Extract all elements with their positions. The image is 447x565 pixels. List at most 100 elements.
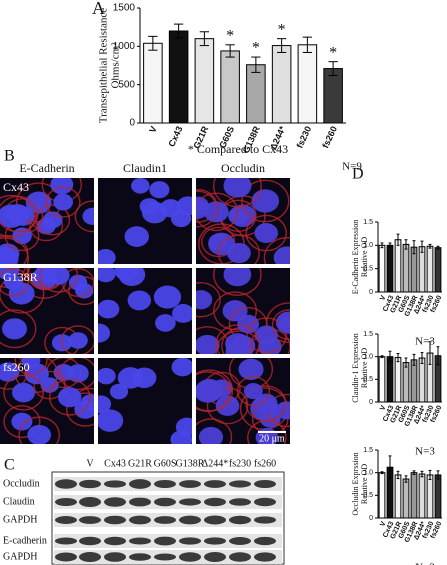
cell-border bbox=[215, 324, 260, 354]
cell-border bbox=[74, 200, 94, 233]
n-label: N=3 bbox=[415, 562, 435, 565]
n-label: N=3 bbox=[415, 336, 435, 348]
cell-border bbox=[60, 325, 94, 354]
cell-border bbox=[45, 186, 81, 218]
lane-label: G138R bbox=[176, 458, 205, 469]
y-tick-label: 0 bbox=[369, 515, 373, 522]
y-axis-label: Transepithelial Resistance bbox=[98, 8, 110, 123]
error-bar bbox=[251, 56, 261, 73]
error-bar bbox=[388, 350, 392, 363]
nucleus bbox=[57, 387, 82, 408]
band bbox=[179, 552, 201, 562]
nucleus bbox=[127, 290, 152, 311]
cell-border bbox=[0, 237, 29, 264]
nucleus bbox=[98, 299, 120, 319]
bar bbox=[378, 244, 386, 293]
nucleus bbox=[149, 181, 170, 199]
nucleus bbox=[275, 401, 290, 420]
band bbox=[104, 480, 126, 488]
micrograph bbox=[196, 178, 290, 264]
bar bbox=[323, 68, 343, 124]
cell-border bbox=[0, 194, 36, 238]
cell-border bbox=[29, 211, 64, 242]
annotation: * bbox=[252, 40, 260, 57]
nucleus bbox=[196, 290, 213, 310]
nucleus bbox=[98, 409, 124, 432]
cell-border bbox=[0, 309, 37, 349]
band bbox=[104, 497, 126, 507]
row-label: G138R bbox=[3, 270, 38, 284]
nucleus bbox=[215, 395, 240, 416]
bar bbox=[434, 247, 442, 293]
bar bbox=[386, 244, 394, 293]
error-bar bbox=[225, 44, 235, 58]
error-bar bbox=[328, 61, 338, 76]
y-tick-label: 0.5 bbox=[363, 266, 373, 273]
error-bar bbox=[388, 455, 392, 480]
band bbox=[154, 536, 176, 546]
nucleus bbox=[273, 246, 290, 264]
error-bar bbox=[396, 233, 400, 246]
nucleus bbox=[251, 189, 280, 213]
bar bbox=[426, 474, 434, 519]
cell-border bbox=[263, 237, 290, 264]
band bbox=[254, 516, 276, 524]
nucleus bbox=[12, 382, 36, 403]
cell-border bbox=[0, 268, 29, 297]
error-bar bbox=[436, 470, 440, 480]
nucleus bbox=[67, 364, 89, 383]
bar bbox=[143, 42, 163, 124]
x-tick-label: Cx43 bbox=[166, 125, 184, 149]
cell-border bbox=[0, 195, 39, 233]
nucleus bbox=[47, 268, 70, 285]
nucleus bbox=[68, 332, 88, 349]
band bbox=[179, 515, 201, 525]
nucleus bbox=[237, 314, 260, 334]
error-bar bbox=[404, 475, 408, 483]
x-tick-label: V bbox=[379, 520, 387, 527]
blot-row-label: E-cadherin bbox=[3, 535, 47, 546]
nucleus bbox=[172, 303, 192, 323]
band bbox=[154, 479, 176, 489]
x-tick-label: V bbox=[379, 404, 387, 411]
band bbox=[55, 479, 77, 489]
column-header: Claudin1 bbox=[123, 161, 167, 175]
band bbox=[204, 515, 226, 525]
cell-border bbox=[35, 204, 71, 236]
bar bbox=[194, 38, 215, 124]
lane-label: V bbox=[86, 458, 94, 469]
lane-label: Cx43 bbox=[104, 458, 126, 469]
y-axis-label: Relative OD bbox=[360, 464, 369, 504]
y-tick-label: 1.0 bbox=[363, 242, 373, 249]
nucleus bbox=[223, 268, 252, 287]
band bbox=[104, 552, 126, 562]
n-label: N=9 bbox=[342, 161, 362, 173]
column-header: E-Cadherin bbox=[19, 161, 74, 175]
band bbox=[229, 537, 251, 545]
micrograph bbox=[0, 178, 94, 264]
bar bbox=[418, 357, 426, 403]
cell-border bbox=[213, 291, 258, 331]
error-bar bbox=[380, 471, 384, 475]
band bbox=[154, 516, 176, 524]
nucleus bbox=[226, 242, 251, 264]
bar bbox=[418, 246, 426, 293]
micrograph bbox=[196, 358, 290, 444]
cell-border bbox=[213, 178, 262, 208]
bar bbox=[378, 356, 386, 403]
nucleus bbox=[3, 274, 22, 290]
band bbox=[254, 536, 276, 546]
panel-label: D bbox=[352, 166, 364, 183]
bar bbox=[394, 357, 402, 403]
error-bar bbox=[420, 240, 424, 253]
band bbox=[55, 497, 77, 507]
blot-row-label: GAPDH bbox=[3, 514, 37, 525]
nucleus bbox=[98, 248, 116, 264]
nucleus bbox=[109, 383, 129, 400]
nucleus bbox=[50, 178, 74, 195]
band bbox=[79, 497, 101, 507]
nucleus bbox=[6, 204, 30, 225]
bar bbox=[246, 64, 266, 124]
nucleus bbox=[238, 358, 264, 381]
